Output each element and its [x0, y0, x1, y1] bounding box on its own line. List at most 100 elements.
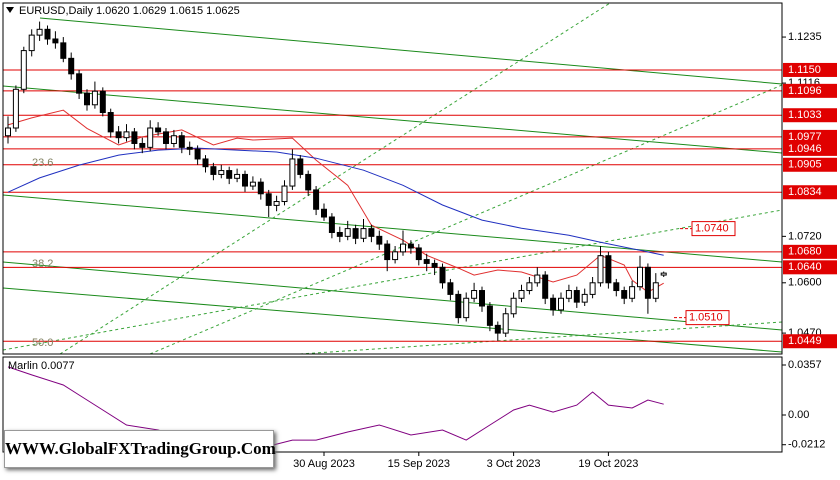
candle-body [131, 131, 138, 144]
candle-body [170, 135, 177, 144]
level-label: 1.0640 [788, 261, 822, 273]
candle-body [194, 148, 201, 160]
candle-body [455, 293, 462, 319]
candle-body [107, 112, 114, 133]
trend-line [299, 321, 782, 354]
indicator-line [7, 366, 664, 449]
level-label: 1.0680 [788, 246, 822, 258]
candle-body [479, 290, 485, 307]
candle-body [186, 146, 193, 150]
annotation-box [685, 310, 730, 326]
candle-body [510, 297, 517, 315]
candle-body [518, 290, 525, 299]
candle-body [20, 50, 27, 90]
x-tick-label: 3 Oct 2023 [487, 458, 541, 470]
watermark: WWW.GlobalFXTradingGroup.Com [4, 430, 276, 468]
candle-body [605, 255, 612, 284]
candle-body [297, 158, 304, 175]
candle-body [305, 173, 312, 191]
candle-body [202, 158, 209, 168]
candle-body [471, 290, 478, 299]
candle-body [392, 251, 399, 261]
level-box [783, 185, 837, 200]
level-box [783, 62, 837, 77]
candle-body [463, 297, 470, 319]
candle-body [589, 282, 596, 295]
candle-body [12, 88, 19, 129]
candle-body [281, 185, 288, 203]
level-label: 1.0905 [788, 159, 822, 171]
candle-body [550, 297, 557, 311]
candle-body [597, 255, 604, 284]
indicator-frame [2, 356, 783, 453]
candle-body [573, 290, 580, 303]
candle-body [613, 282, 620, 292]
candle-body [52, 38, 59, 44]
axes: 1.12351.11161.07201.06001.04700.03570.00… [32, 31, 837, 470]
indicator-tick-label: 0.0357 [788, 359, 822, 371]
trend-line [3, 261, 782, 331]
trend-line [3, 194, 782, 263]
x-tick-label: 19 Oct 2023 [578, 458, 638, 470]
candle-body [581, 293, 588, 303]
candle-body [336, 231, 343, 237]
candle-body [644, 266, 651, 299]
candle-body [321, 208, 327, 218]
level-box [783, 260, 837, 275]
candle-body [68, 57, 75, 75]
candle-body [313, 189, 320, 210]
candle-body [328, 216, 335, 233]
level-box [783, 141, 837, 156]
candle-body [257, 181, 264, 195]
candle-body [542, 274, 549, 299]
candle-body [526, 282, 533, 292]
level-label: 1.0449 [788, 335, 822, 347]
candle-body [210, 166, 217, 175]
candle-body [91, 90, 98, 106]
levels: 1.0740 1.0510 [3, 69, 782, 342]
candle-body [44, 28, 51, 40]
level-box [783, 108, 837, 123]
candle-body [415, 247, 422, 261]
fib-label: 38.2 [32, 258, 53, 270]
candle-body [249, 181, 256, 187]
candle-body [637, 266, 643, 288]
candle-body [163, 131, 169, 144]
candle-body [376, 235, 383, 245]
candle-body [226, 170, 233, 179]
level-label: 1.1033 [788, 109, 822, 121]
level-label: 1.0946 [788, 143, 822, 155]
candle-body [139, 142, 146, 148]
candle-body [558, 297, 564, 311]
candle-body [265, 193, 272, 206]
annotation-label: 1.0510 [689, 312, 723, 324]
candle-body [439, 266, 446, 284]
candle-body [36, 28, 43, 36]
level-box [783, 129, 837, 144]
candle-body [447, 282, 454, 295]
candle-body [344, 228, 351, 237]
candle-body [407, 243, 414, 249]
candle-body [400, 243, 406, 253]
candle-body [486, 305, 493, 326]
fib-label: 23.6 [32, 157, 53, 169]
candle-body [534, 274, 541, 284]
level-label: 1.1150 [788, 64, 821, 76]
candle-body [115, 131, 122, 139]
fib-label: 50.0 [32, 337, 53, 349]
trend-line [3, 85, 782, 154]
y-tick-label: 1.0720 [788, 230, 822, 242]
indicator-title: Marlin 0.0077 [8, 360, 75, 372]
moving-average [7, 147, 664, 256]
candle-body [155, 127, 162, 133]
level-box [783, 244, 837, 259]
level-label: 1.1096 [788, 85, 822, 97]
candle-body [502, 313, 509, 334]
candle-body [147, 127, 154, 148]
candle-body [431, 262, 438, 268]
candle-body [352, 228, 359, 239]
candle-body [494, 324, 501, 334]
candle-body [273, 201, 280, 206]
